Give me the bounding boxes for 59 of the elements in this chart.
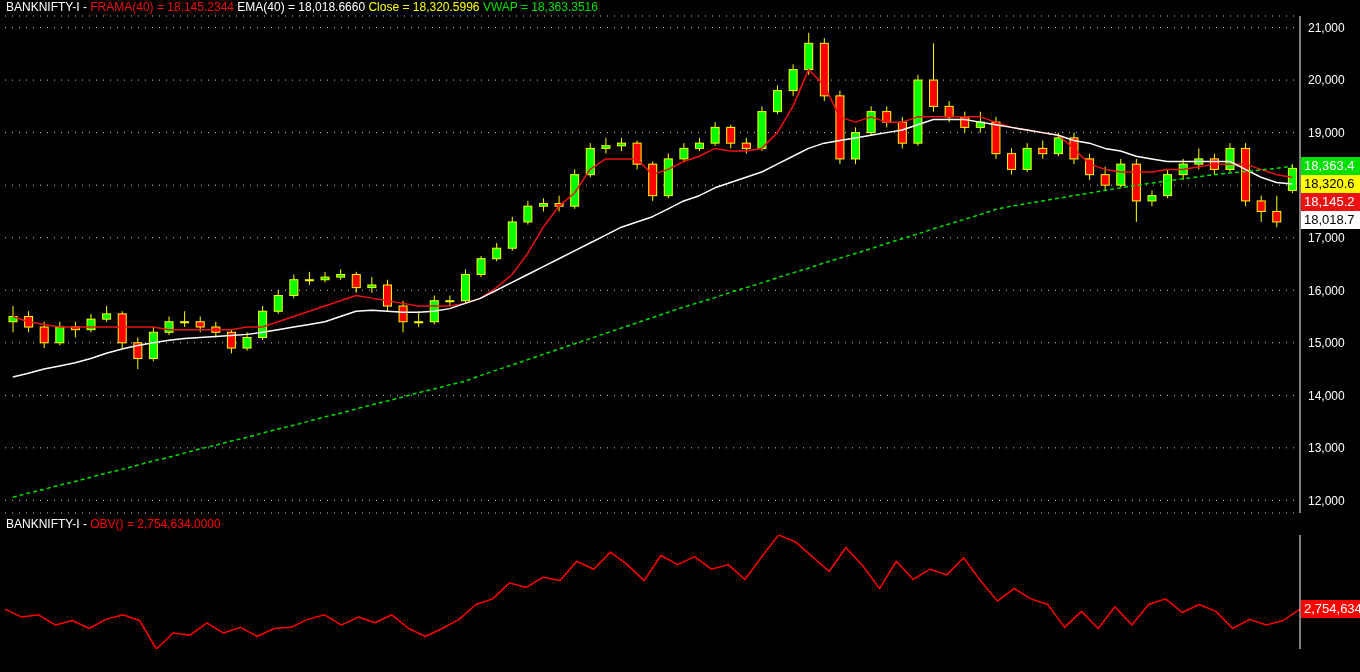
candlestick [1256,195,1266,223]
candlestick [773,84,783,115]
y-tick-label: 20,000 [1308,73,1346,88]
candlestick [492,242,502,262]
y-tick-label: 21,000 [1308,20,1346,35]
candlestick [39,321,49,349]
candlestick [1007,147,1017,176]
candlestick [273,289,283,315]
candlestick [1038,140,1048,160]
candlestick [523,200,533,226]
candlestick [788,63,798,97]
candlestick [1287,163,1297,194]
candlestick [367,276,377,294]
candlestick [320,271,330,283]
text: EMA(40) = 18,018.6660 [237,0,366,14]
text: OBV() = 2,754,634.0000 [90,517,221,531]
candlestick [445,295,455,307]
text: VWAP = 18,363.3516 [482,0,598,14]
candlestick [1022,142,1032,173]
y-tick-label: 13,000 [1308,441,1346,456]
candlestick [242,331,252,352]
candlestick [601,137,611,155]
y-tick-label: 14,000 [1308,388,1346,403]
chart-title: BANKNIFTY-I - [6,517,88,531]
candlestick [8,305,18,333]
candlestick [897,116,907,149]
candlestick [382,279,392,312]
candlestick [710,121,720,147]
candlestick [1085,153,1095,181]
y-tick-label: 19,000 [1308,125,1346,140]
candlestick [1272,195,1282,228]
candlestick [55,321,65,346]
text: 18,363.4 [1301,157,1360,176]
candlestick [944,100,954,123]
candlestick [1116,158,1126,189]
y-tick-label: 16,000 [1308,283,1346,298]
candlestick [679,142,689,163]
candlestick [632,140,642,170]
candlestick [1100,166,1110,191]
y-tick-label: 12,000 [1308,493,1346,508]
text: 18,320.6 [1301,175,1360,194]
chart-title: BANKNIFTY-I - [6,0,88,14]
candlestick [975,111,985,134]
candlestick [133,337,143,370]
text: 18,018.7 [1301,211,1360,230]
candlestick [289,273,299,299]
text: 18,145.2 [1301,193,1360,212]
text: Close = 18,320.5996 [368,0,480,14]
y-tick-label: 15,000 [1308,336,1346,351]
candlestick [1053,132,1063,157]
candlestick [398,300,408,333]
candlestick [1163,168,1173,199]
text: FRAMA(40) = 18,145.2344 [90,0,234,14]
candlestick [866,105,876,136]
candlestick [476,255,486,278]
y-tick-label: 17,000 [1308,230,1346,245]
candlestick [726,124,736,149]
candlestick [351,271,361,294]
candlestick [1147,189,1157,207]
